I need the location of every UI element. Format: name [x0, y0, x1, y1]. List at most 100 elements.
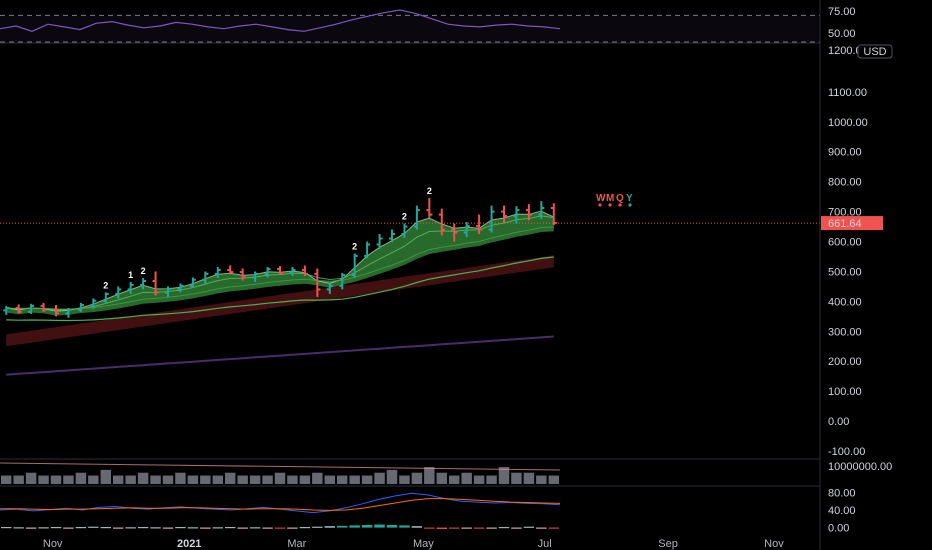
ohlc-bar: [177, 283, 184, 293]
oscillator-histogram-bar: [511, 527, 522, 529]
volume-bar: [374, 472, 385, 484]
oscillator-histogram-bar: [1, 527, 12, 529]
volume-bar: [337, 475, 348, 484]
ohlc-bar: [525, 204, 532, 221]
ohlc-bar: [15, 304, 22, 314]
oscillator-histogram-bar: [523, 526, 535, 528]
ohlc-bar: [413, 205, 420, 230]
volume-bar: [511, 472, 522, 484]
volume-bar: [449, 475, 460, 484]
ohlc-bar: [438, 208, 445, 236]
ohlc-bar: [90, 298, 97, 309]
oscillator-histogram-bar: [473, 527, 485, 529]
volume-bar: [187, 475, 199, 484]
oscillator-histogram-bar: [424, 527, 435, 529]
volume-bar: [287, 475, 298, 484]
ohlc-bar: [140, 278, 147, 290]
period-dot: [608, 203, 612, 207]
ohlc-bar: [102, 292, 109, 304]
ohlc-bar: [339, 272, 346, 290]
ohlc-bar: [77, 302, 84, 312]
price-scale[interactable]: 75.0050.001200.001100.001000.00900.00800…: [821, 6, 892, 535]
ohlc-bar: [3, 305, 10, 315]
rsi-tick-label: 75.00: [828, 6, 856, 18]
volume-bar: [137, 472, 149, 484]
slow-ma-line: [6, 256, 554, 322]
period-letter: M: [606, 193, 614, 204]
oscillator-histogram-bar: [498, 527, 510, 529]
volume-tick-label: 10000000.00: [828, 461, 892, 473]
period-dot: [618, 203, 622, 207]
sequence-marker: 2: [141, 266, 146, 276]
currency-badge[interactable]: USD: [857, 44, 893, 59]
oscillator-histogram-bar: [312, 526, 323, 528]
currency-badge-box: [857, 44, 893, 59]
oscillator-histogram-bar: [25, 527, 37, 529]
ohlc-bar: [239, 268, 246, 281]
ohlc-bar: [40, 302, 47, 312]
period-dot: [598, 203, 602, 207]
oscillator-histogram-bar: [249, 527, 261, 529]
ohlc-bar: [189, 277, 196, 288]
oscillator-histogram-bar: [361, 524, 373, 528]
oscillator-histogram-bar: [287, 527, 298, 529]
oscillator-tick-label: 0.00: [828, 523, 849, 535]
ohlc-bar: [488, 205, 495, 233]
volume-bar: [262, 475, 273, 484]
oscillator-line: [0, 498, 561, 511]
oscillator-histogram-bar: [548, 527, 559, 529]
ohlc-bar: [127, 281, 134, 294]
volume-bar: [498, 467, 510, 484]
time-scale[interactable]: Nov 2021 Mar May Jul Sep Nov: [43, 538, 784, 550]
volume-bar: [212, 475, 223, 484]
volume-bar: [536, 475, 547, 484]
long-ma-line: [6, 335, 554, 376]
period-letter: W: [596, 193, 606, 204]
volume-bar: [312, 472, 323, 484]
oscillator-histogram-bar: [200, 527, 211, 529]
time-tick-label: Jul: [538, 538, 552, 550]
ribbon-ma-line: [6, 226, 554, 310]
ohlc-bar: [65, 307, 72, 318]
oscillator-histogram-bar: [125, 527, 136, 529]
volume-bar: [486, 475, 497, 484]
oscillator-histogram-bar: [237, 527, 248, 529]
oscillator-histogram-bar: [349, 525, 360, 528]
oscillator-panel: [0, 492, 561, 529]
sequence-marker: 2: [103, 280, 108, 290]
currency-label: USD: [863, 46, 886, 58]
volume-bar: [162, 475, 174, 484]
volume-bar: [473, 475, 485, 484]
volume-bar: [349, 475, 360, 484]
price-tick-label: 600.00: [828, 237, 862, 249]
ohlc-bar: [476, 214, 483, 235]
volume-bar: [523, 472, 535, 484]
oscillator-histogram-bar: [113, 527, 124, 529]
ohlc-bar: [401, 223, 408, 238]
sequence-marker: 2: [427, 186, 432, 196]
oscillator-tick-label: 80.00: [828, 487, 856, 499]
price-tick-label: 700.00: [828, 207, 862, 219]
oscillator-histogram-bar: [324, 526, 335, 528]
time-tick-label: Sep: [658, 538, 678, 550]
time-tick-label: Nov: [764, 538, 784, 550]
sequence-marker: 2: [352, 241, 357, 251]
volume-bar: [299, 475, 311, 484]
volume-bar: [113, 475, 124, 484]
ohlc-bar: [264, 266, 271, 278]
oscillator-histogram-bar: [225, 527, 236, 529]
oscillator-histogram-bar: [212, 527, 223, 529]
time-tick-label: Mar: [287, 538, 306, 550]
ohlc-bar: [550, 203, 557, 226]
volume-bar: [100, 469, 111, 484]
volume-bar: [249, 475, 261, 484]
price-tick-label: 200.00: [828, 356, 862, 368]
ohlc-bar: [513, 206, 520, 224]
oscillator-histogram-bar: [486, 527, 497, 529]
ohlc-bar: [227, 265, 234, 275]
volume-bar: [225, 472, 236, 484]
time-tick-label: Nov: [43, 538, 63, 550]
ohlc-bar: [538, 201, 545, 220]
